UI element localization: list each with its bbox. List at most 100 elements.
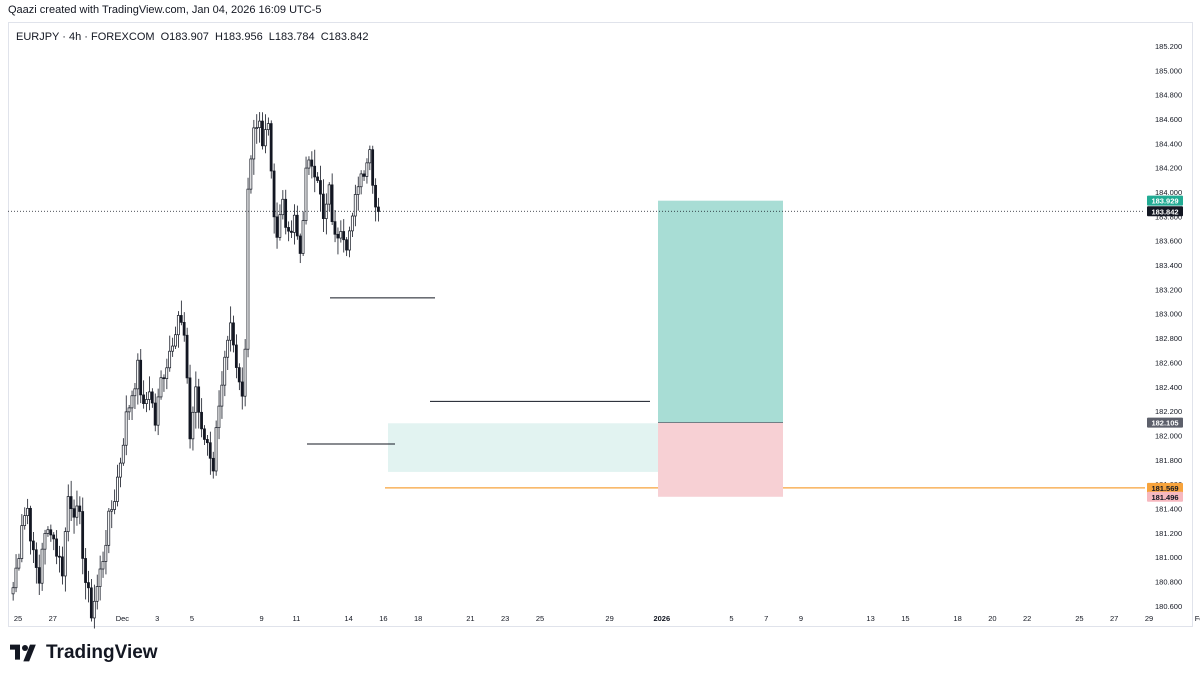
candle-body [301,220,305,254]
y-tick-label: 181.200 [1155,529,1182,538]
candle-body [95,586,99,602]
candle-body [72,508,76,518]
x-tick-label: 5 [190,614,194,623]
candle [29,505,32,555]
candle-body [321,193,325,219]
candle [31,531,35,563]
candle [136,353,140,405]
candle [226,335,230,371]
chart-attribution: Qaazi created with TradingView.com, Jan … [8,4,322,16]
candle [281,190,285,220]
candle-body [136,359,140,390]
candle-body [60,556,64,577]
candle [374,178,377,222]
candle [124,395,128,456]
candle-body [127,407,131,413]
candle [275,202,279,249]
candle-body [194,386,198,413]
x-tick-label: 25 [1075,614,1083,623]
last-price-tag-label: 183.842 [1151,207,1178,216]
candle [350,212,354,238]
candles-group [11,112,380,629]
candle [269,120,273,179]
candle-body [182,322,186,336]
candle [23,507,27,530]
candle [220,371,224,419]
candle-body [345,239,348,251]
candle-body [208,442,212,459]
candle [182,312,186,342]
candle [307,156,311,175]
candle-body [330,184,334,222]
legend-low: L183.784 [268,31,315,43]
x-tick-label: 9 [260,614,264,623]
candle-body [162,377,166,380]
candle-body [214,427,218,472]
candle-body [365,162,369,177]
x-tick-label: 20 [988,614,996,623]
candle [261,112,264,150]
candle-body [156,396,160,426]
candle [147,376,151,411]
y-tick-label: 185.000 [1155,66,1182,75]
candle [89,578,93,622]
candle-body [179,315,183,323]
candle-body [226,339,230,358]
candle [156,388,160,436]
candle-body [40,548,44,584]
candle [356,176,360,211]
candle [14,554,18,593]
candle [345,237,348,257]
candle-body [255,127,259,129]
candle-body [237,367,241,383]
candle [40,542,44,591]
candle-body [116,476,119,502]
profit-zone [658,200,783,423]
candle-body [290,230,293,233]
candle [133,383,137,410]
candle [20,514,24,563]
x-axis-ticks: 25 27 Dec 3 5 9 11 14 16 18 21 23 25 29 2026 5 7 9 13 15 18 2… [14,614,1200,623]
y-tick-label: 182.400 [1155,383,1182,392]
candle [255,114,259,144]
x-tick-label: 29 [1145,614,1153,623]
candle [46,526,50,537]
x-tick-label: 25 [14,614,22,623]
candle-body [229,322,232,341]
candle-body [197,386,201,413]
candle [330,173,334,225]
candle-body [281,198,285,216]
tradingview-brand[interactable]: TradingView [10,642,158,664]
candle-body [319,180,322,195]
entry-price-tag: 182.105 [1147,417,1183,428]
y-tick-label: 185.200 [1155,42,1182,51]
candle [304,156,308,225]
x-tick-label: Dec [116,614,130,623]
candle [223,350,227,397]
candle [127,404,131,420]
candle [55,530,58,565]
candle [200,398,203,438]
candle-body [14,567,18,589]
candle-body [113,501,116,510]
candle-body [110,509,114,512]
candle [52,532,56,551]
candle-body [377,206,380,212]
candle [153,393,157,432]
demand-zone [388,423,658,472]
candle [237,363,241,391]
x-tick-label: Feb [1195,614,1200,623]
candle [287,221,290,242]
candle-body [23,515,27,526]
candle [191,406,195,451]
x-tick-label: 27 [1110,614,1118,623]
candle-body [147,391,151,400]
candle [116,464,119,507]
stop-price-tag: 181.496 [1147,491,1183,502]
stop-line-price-tag-label: 181.569 [1151,484,1178,493]
stop-line-price-tag-bg [1147,482,1183,493]
legend-high: H183.956 [215,31,263,43]
candle [58,545,61,573]
candle-body [333,221,337,235]
